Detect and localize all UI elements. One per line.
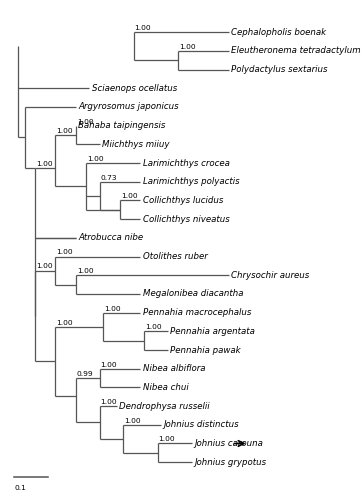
Text: Pennahia argentata: Pennahia argentata (170, 327, 255, 336)
Text: Larimichthys polyactis: Larimichthys polyactis (143, 178, 240, 186)
Text: Johnius carouna: Johnius carouna (194, 439, 263, 448)
Text: 1.00: 1.00 (179, 44, 196, 50)
Text: Sciaenops ocellatus: Sciaenops ocellatus (92, 84, 177, 93)
Text: 1.00: 1.00 (56, 128, 73, 134)
Text: 1.00: 1.00 (104, 306, 121, 312)
Text: Larimichthys crocea: Larimichthys crocea (143, 158, 230, 168)
Text: Chrysochir aureus: Chrysochir aureus (232, 270, 310, 280)
Text: Otolithes ruber: Otolithes ruber (143, 252, 208, 261)
Text: Miichthys miiuy: Miichthys miiuy (102, 140, 170, 149)
Text: Eleutheronema tetradactylum: Eleutheronema tetradactylum (232, 46, 361, 56)
Text: 1.00: 1.00 (125, 418, 141, 424)
Text: Cephalopholis boenak: Cephalopholis boenak (232, 28, 327, 36)
Text: 1.00: 1.00 (135, 25, 151, 31)
Text: Bahaba taipingensis: Bahaba taipingensis (78, 121, 166, 130)
Text: 1.00: 1.00 (77, 268, 93, 274)
Text: 0.73: 0.73 (101, 174, 117, 180)
Text: Megalonibea diacantha: Megalonibea diacantha (143, 290, 243, 298)
Text: 1.00: 1.00 (145, 324, 162, 330)
Text: Collichthys niveatus: Collichthys niveatus (143, 214, 230, 224)
Text: 1.00: 1.00 (159, 436, 175, 442)
Text: 1.00: 1.00 (36, 264, 53, 270)
Text: Collichthys lucidus: Collichthys lucidus (143, 196, 223, 205)
Text: 1.00: 1.00 (121, 194, 138, 200)
Text: Polydactylus sextarius: Polydactylus sextarius (232, 65, 328, 74)
Text: Dendrophysa russelii: Dendrophysa russelii (119, 402, 209, 410)
Text: 1.00: 1.00 (56, 250, 73, 256)
Text: 0.1: 0.1 (15, 484, 26, 490)
Text: Nibea chui: Nibea chui (143, 383, 189, 392)
Text: 1.00: 1.00 (56, 320, 73, 326)
Text: 0.99: 0.99 (77, 371, 93, 377)
Text: Atrobucca nibe: Atrobucca nibe (78, 234, 143, 242)
Text: Johnius distinctus: Johnius distinctus (163, 420, 239, 430)
Text: Johnius grypotus: Johnius grypotus (194, 458, 266, 466)
Text: Pennahia macrocephalus: Pennahia macrocephalus (143, 308, 251, 317)
Text: Nibea albiflora: Nibea albiflora (143, 364, 205, 373)
Text: 1.00: 1.00 (101, 362, 117, 368)
Text: Argyrosomus japonicus: Argyrosomus japonicus (78, 102, 179, 112)
Text: 1.00: 1.00 (87, 156, 103, 162)
Text: 1.00: 1.00 (36, 160, 53, 166)
Text: Pennahia pawak: Pennahia pawak (170, 346, 241, 354)
Text: 1.00: 1.00 (77, 118, 93, 124)
Text: 1.00: 1.00 (101, 399, 117, 405)
